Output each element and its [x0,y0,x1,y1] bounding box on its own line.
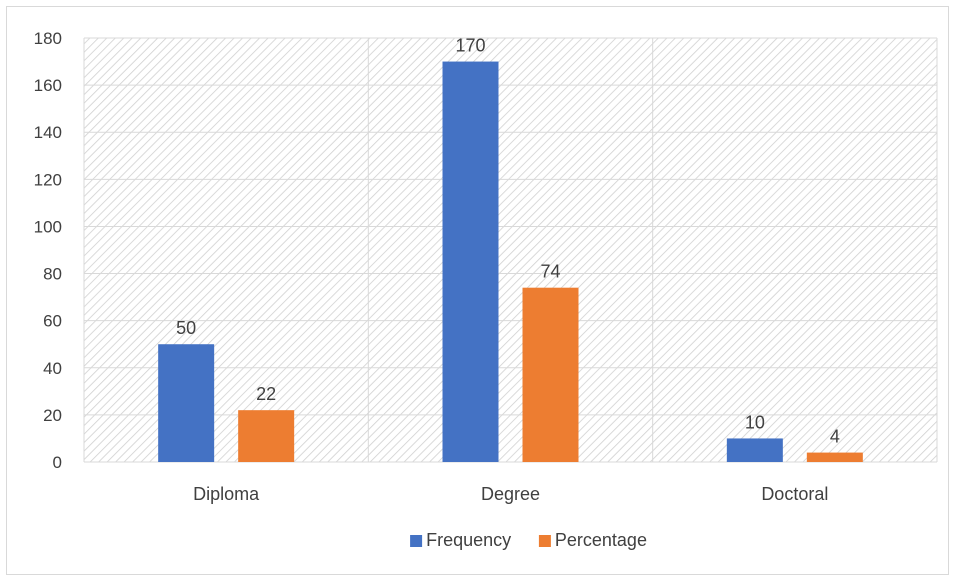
y-axis: 0 20 40 60 80 100 120 140 160 180 [34,29,62,472]
bar-frequency-doctoral [727,438,783,462]
data-label: 50 [176,318,196,338]
bar-percentage-diploma [238,410,294,462]
data-label: 4 [830,427,840,447]
bar-frequency-degree [443,62,499,462]
data-label: 170 [455,36,485,56]
bar-percentage-doctoral [807,453,863,462]
legend-swatch [410,535,422,547]
legend-label: Percentage [555,530,647,550]
bar-frequency-diploma [158,344,214,462]
legend: Frequency Percentage [410,530,647,550]
y-tick-label: 120 [34,170,62,189]
data-label: 74 [540,262,560,282]
y-tick-label: 160 [34,76,62,95]
y-tick-label: 60 [43,312,62,331]
y-tick-label: 80 [43,265,62,284]
y-tick-label: 140 [34,123,62,142]
data-label: 10 [745,412,765,432]
y-tick-label: 100 [34,217,62,236]
y-tick-label: 40 [43,359,62,378]
x-axis: Diploma Degree Doctoral [193,484,828,504]
data-label: 22 [256,384,276,404]
y-tick-label: 0 [53,453,62,472]
x-tick-label: Diploma [193,484,260,504]
x-tick-label: Degree [481,484,540,504]
y-tick-label: 20 [43,406,62,425]
y-tick-label: 180 [34,29,62,48]
legend-swatch [539,535,551,547]
x-tick-label: Doctoral [761,484,828,504]
bar-percentage-degree [523,288,579,462]
legend-label: Frequency [426,530,511,550]
